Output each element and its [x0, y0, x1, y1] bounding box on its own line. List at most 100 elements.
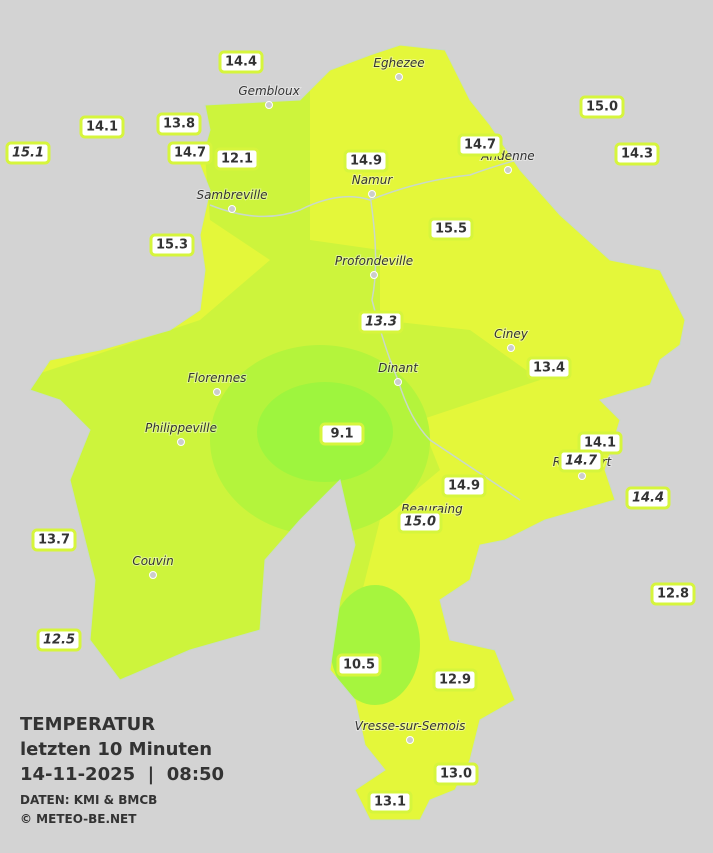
- station-value: 13.1: [374, 795, 406, 810]
- station: 15.0: [397, 510, 443, 534]
- station-value: 9.1: [330, 427, 353, 442]
- station: 15.5: [428, 217, 474, 241]
- source: DATEN: KMI & BMCB: [20, 793, 157, 807]
- station-box: [336, 653, 382, 677]
- station: 14.1: [79, 115, 125, 139]
- station: 15.3: [149, 233, 195, 257]
- station-value: 12.1: [221, 152, 253, 167]
- station: 13.3: [358, 310, 404, 334]
- city-dot: [504, 166, 512, 174]
- station: 10.5: [336, 653, 382, 677]
- station-value: 13.3: [365, 315, 397, 330]
- city-dot: [370, 271, 378, 279]
- station-box: [343, 149, 389, 173]
- city-name: Profondeville: [335, 254, 413, 268]
- city-dot: [406, 736, 414, 744]
- station: 13.8: [156, 112, 202, 136]
- station-box: [614, 142, 660, 166]
- station-value: 14.3: [621, 147, 653, 162]
- city-name: Namur: [352, 173, 394, 187]
- station-box: [31, 528, 77, 552]
- station-value: 15.1: [12, 146, 44, 161]
- station-value: 14.4: [632, 491, 664, 506]
- station-box: [457, 133, 503, 157]
- station: 13.4: [526, 356, 572, 380]
- station-value: 12.8: [657, 587, 689, 602]
- station-box: [441, 474, 487, 498]
- city-name: Florennes: [188, 371, 247, 385]
- station-box: [319, 422, 365, 446]
- station: 14.4: [218, 50, 264, 74]
- station-box: [428, 217, 474, 241]
- station-value: 14.9: [448, 479, 480, 494]
- station-value: 13.8: [163, 117, 195, 132]
- station-value: 15.3: [156, 238, 188, 253]
- station-value: 14.9: [350, 154, 382, 169]
- station: 15.1: [5, 141, 51, 165]
- city-name: Ciney: [494, 327, 529, 341]
- station-box: [526, 356, 572, 380]
- station: 13.7: [31, 528, 77, 552]
- station-box: [650, 582, 696, 606]
- station-value: 14.1: [86, 120, 118, 135]
- station-value: 14.1: [584, 436, 616, 451]
- station-value: 13.0: [440, 767, 472, 782]
- subtitle: letzten 10 Minuten: [20, 739, 212, 760]
- station-box: [579, 95, 625, 119]
- station-box: [156, 112, 202, 136]
- station-value: 15.0: [404, 515, 436, 530]
- title: TEMPERATUR: [20, 714, 155, 735]
- city-dot: [228, 205, 236, 213]
- station-value: 12.5: [43, 633, 75, 648]
- station-box: [149, 233, 195, 257]
- station-box: [432, 668, 478, 692]
- station-value: 14.7: [174, 146, 206, 161]
- station: 9.1: [319, 422, 365, 446]
- station: 12.1: [214, 147, 260, 171]
- city-dot: [578, 472, 586, 480]
- station-box: [625, 486, 671, 510]
- station: 14.7: [457, 133, 503, 157]
- station-box: [433, 762, 479, 786]
- city-dot: [265, 101, 273, 109]
- station-box: [397, 510, 443, 534]
- station-box: [167, 141, 213, 165]
- station: 14.7: [558, 449, 604, 473]
- station-value: 12.9: [439, 673, 471, 688]
- station-box: [36, 628, 82, 652]
- station-box: [5, 141, 51, 165]
- city-name: Vresse-sur-Semois: [355, 719, 466, 733]
- station: 14.7: [167, 141, 213, 165]
- city-name: Couvin: [132, 554, 173, 568]
- station-value: 14.4: [225, 55, 257, 70]
- station-value: 14.7: [565, 454, 598, 469]
- city-dot: [149, 571, 157, 579]
- station: 14.3: [614, 142, 660, 166]
- city-dot: [177, 438, 185, 446]
- station-value: 13.4: [533, 361, 565, 376]
- station: 14.4: [625, 486, 671, 510]
- station: 13.0: [433, 762, 479, 786]
- city-name: Sambreville: [196, 188, 267, 202]
- city-dot: [368, 190, 376, 198]
- station-box: [367, 790, 413, 814]
- city-dot: [394, 378, 402, 386]
- station: 14.9: [441, 474, 487, 498]
- city-name: Eghezee: [373, 56, 424, 70]
- city-name: Gembloux: [238, 84, 300, 98]
- station-box: [558, 449, 604, 473]
- station: 14.9: [343, 149, 389, 173]
- station-box: [214, 147, 260, 171]
- stations: 14.4 14.1 13.8 15.1 14.7 12.1 14.9 14.7 15.0 14.3…: [5, 50, 696, 814]
- station-value: 15.0: [586, 100, 618, 115]
- station-value: 15.5: [435, 222, 467, 237]
- city-name: Dinant: [378, 361, 419, 375]
- station-value: 13.7: [38, 533, 70, 548]
- copyright: © METEO-BE.NET: [20, 812, 137, 826]
- station: 12.5: [36, 628, 82, 652]
- station: 13.1: [367, 790, 413, 814]
- city-name: Philippeville: [145, 421, 217, 435]
- station-value: 14.7: [464, 138, 496, 153]
- station: 12.8: [650, 582, 696, 606]
